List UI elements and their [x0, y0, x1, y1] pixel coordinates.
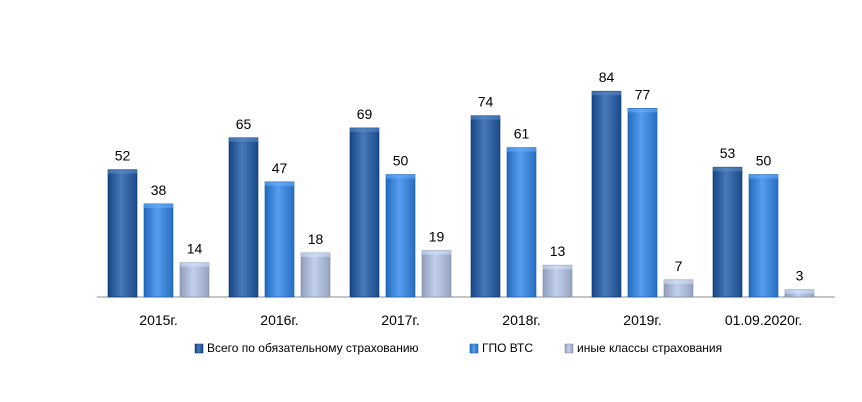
bar [143, 203, 174, 298]
bar-group [349, 127, 380, 298]
bar [506, 147, 537, 298]
bar [542, 264, 573, 298]
bar-highlight [507, 147, 536, 152]
category-label: 2019г. [623, 312, 661, 328]
legend-item: Всего по обязательному страхованию [194, 341, 419, 355]
bar [300, 252, 331, 298]
category-label: 01.09.2020г. [725, 312, 802, 328]
bar [349, 127, 380, 298]
data-label: 69 [357, 106, 373, 122]
bar [421, 250, 452, 298]
bar-highlight [664, 279, 693, 284]
bar-group [107, 169, 138, 298]
data-label: 53 [720, 145, 736, 161]
bar-highlight [386, 174, 415, 179]
bar-group [179, 262, 210, 298]
bar-group [300, 252, 331, 298]
data-label: 14 [187, 241, 203, 257]
bar-highlight [180, 262, 209, 267]
data-label: 84 [599, 69, 615, 85]
bar-group [470, 115, 501, 298]
bar-highlight [471, 115, 500, 120]
category-label: 2015г. [139, 312, 177, 328]
bar [627, 108, 658, 298]
legend-swatch [469, 343, 479, 354]
bar-highlight [749, 174, 778, 179]
bar [470, 115, 501, 298]
legend-label: ГПО ВТС [482, 341, 533, 355]
bar-group [748, 174, 779, 298]
bar-group [591, 90, 622, 298]
bar-group [421, 250, 452, 298]
data-label: 18 [308, 231, 324, 247]
bar-highlight [144, 203, 173, 208]
legend: Всего по обязательному страхованию ГПО ВТ… [194, 341, 722, 355]
legend-item: ГПО ВТС [469, 341, 533, 355]
data-label: 19 [429, 228, 445, 244]
data-label: 38 [151, 182, 167, 198]
bar-highlight [229, 137, 258, 142]
legend-swatch [564, 343, 574, 354]
bar-group [264, 181, 295, 298]
bar-highlight [543, 265, 572, 270]
bar [179, 262, 210, 298]
bar [591, 90, 622, 298]
bar-highlight [108, 169, 137, 174]
bar [712, 166, 743, 298]
bar-group [663, 279, 694, 298]
bar-group [712, 166, 743, 298]
legend-item: иные классы страхования [564, 341, 722, 355]
data-label: 61 [514, 126, 530, 142]
bar [264, 181, 295, 298]
legend-label: иные классы страхования [577, 341, 722, 355]
bar [107, 169, 138, 298]
bar-group [385, 174, 416, 298]
bar [385, 174, 416, 298]
data-label: 47 [272, 160, 288, 176]
bar-highlight [628, 108, 657, 113]
bar-group [627, 108, 658, 298]
data-label: 7 [675, 258, 683, 274]
legend-label: Всего по обязательному страхованию [207, 341, 419, 355]
bars-layer [107, 90, 815, 298]
data-label: 50 [756, 153, 772, 169]
data-label: 13 [550, 243, 566, 259]
bar-highlight [592, 91, 621, 96]
category-axis-labels: 2015г. 2016г. 2017г. 2018г. 2019г. 01.09.2020… [139, 312, 802, 328]
category-label: 2018г. [502, 312, 540, 328]
data-label: 3 [796, 268, 804, 284]
data-label: 77 [635, 86, 651, 102]
category-label: 2017г. [381, 312, 419, 328]
bar-group [784, 289, 815, 298]
bar-highlight [785, 289, 814, 294]
category-label: 2016г. [260, 312, 298, 328]
bar-highlight [422, 250, 451, 255]
bar-highlight [350, 127, 379, 132]
bar-highlight [713, 167, 742, 172]
data-label: 50 [393, 153, 409, 169]
bar [748, 174, 779, 298]
data-label: 52 [115, 148, 131, 164]
bar-group [143, 203, 174, 298]
data-label: 74 [478, 94, 494, 110]
bar [228, 137, 259, 298]
legend-swatch [194, 343, 204, 354]
data-label: 65 [236, 116, 252, 132]
bar-highlight [265, 181, 294, 186]
bar-group [542, 264, 573, 298]
bar-group [228, 137, 259, 298]
bar-group [506, 147, 537, 298]
bar-highlight [301, 252, 330, 257]
